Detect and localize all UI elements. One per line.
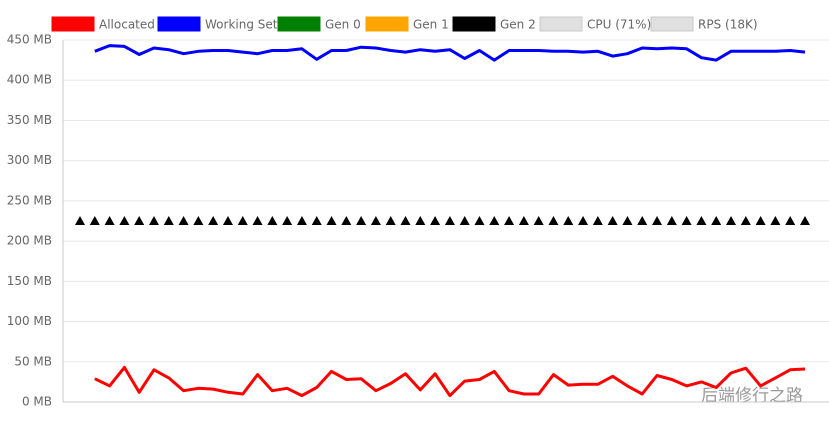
watermark: 后端修行之路: [701, 386, 803, 406]
marker: [193, 216, 204, 225]
y-tick-label: 150 MB: [7, 274, 52, 288]
legend-swatch[interactable]: [539, 16, 583, 32]
legend-label[interactable]: Working Set: [205, 18, 278, 32]
marker: [652, 216, 663, 225]
legend-swatch[interactable]: [277, 16, 321, 32]
marker: [533, 216, 544, 225]
marker: [681, 216, 692, 225]
marker: [800, 216, 810, 225]
y-tick-label: 400 MB: [7, 73, 52, 87]
marker: [400, 216, 411, 225]
legend-swatch[interactable]: [51, 16, 95, 32]
marker: [548, 216, 559, 225]
y-tick-label: 50 MB: [14, 354, 52, 368]
marker: [341, 216, 352, 225]
marker: [696, 216, 707, 225]
marker: [504, 216, 515, 225]
marker: [148, 216, 159, 225]
legend-label[interactable]: Allocated: [99, 18, 155, 32]
marker: [222, 216, 233, 225]
series-line: [94, 365, 806, 398]
marker: [518, 216, 529, 225]
marker: [267, 216, 278, 225]
marker: [134, 216, 145, 225]
marker: [208, 216, 219, 225]
marker: [637, 216, 648, 225]
marker: [163, 216, 174, 225]
marker: [178, 216, 189, 225]
legend-label[interactable]: Gen 2: [500, 18, 536, 32]
marker: [444, 216, 455, 225]
marker: [89, 216, 100, 225]
y-tick-label: 100 MB: [7, 314, 52, 328]
legend-swatch[interactable]: [365, 16, 409, 32]
y-tick-label: 350 MB: [7, 113, 52, 127]
marker: [252, 216, 263, 225]
marker: [770, 216, 781, 225]
marker: [474, 216, 485, 225]
legend-label[interactable]: Gen 1: [413, 18, 449, 32]
y-tick-label: 0 MB: [22, 395, 52, 409]
marker: [622, 216, 633, 225]
marker: [296, 216, 307, 225]
marker: [370, 216, 381, 225]
legend-label[interactable]: Gen 0: [325, 18, 361, 32]
series-line: [94, 44, 806, 62]
marker: [459, 216, 470, 225]
marker: [237, 216, 248, 225]
marker: [592, 216, 603, 225]
marker: [740, 216, 751, 225]
marker: [489, 216, 500, 225]
marker: [607, 216, 618, 225]
y-tick-label: 300 MB: [7, 153, 52, 167]
marker: [75, 216, 85, 225]
marker: [119, 216, 130, 225]
marker: [356, 216, 367, 225]
legend-swatch[interactable]: [650, 16, 694, 32]
legend-swatch[interactable]: [452, 16, 496, 32]
marker: [311, 216, 322, 225]
legend-swatch[interactable]: [157, 16, 201, 32]
y-tick-label: 200 MB: [7, 234, 52, 248]
marker: [430, 216, 441, 225]
marker: [666, 216, 677, 225]
marker: [578, 216, 589, 225]
marker: [282, 216, 293, 225]
marker: [755, 216, 766, 225]
y-tick-label: 450 MB: [7, 33, 52, 47]
marker: [326, 216, 337, 225]
marker: [385, 216, 396, 225]
legend-label[interactable]: RPS (18K): [698, 18, 758, 32]
marker: [415, 216, 426, 225]
marker: [711, 216, 722, 225]
y-tick-label: 250 MB: [7, 193, 52, 207]
marker: [104, 216, 115, 225]
marker: [785, 216, 796, 225]
legend-label[interactable]: CPU (71%): [587, 18, 651, 32]
marker: [563, 216, 574, 225]
marker: [726, 216, 737, 225]
